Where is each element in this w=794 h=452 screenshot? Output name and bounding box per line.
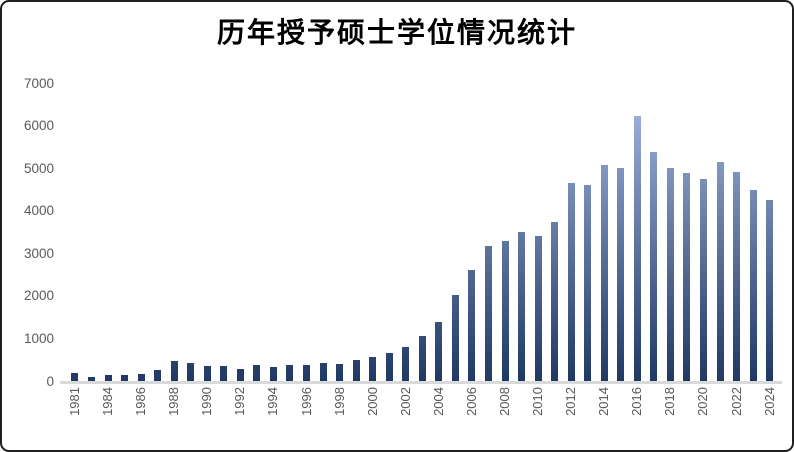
bar-1996 [303,365,311,382]
bar-2002 [402,347,410,382]
x-axis-tick-label: 1994 [265,386,281,416]
x-axis-tick-label: 2010 [530,386,546,416]
bar-2011 [551,222,559,382]
bar-1985 [121,375,129,382]
x-axis-tick-label: 1984 [100,386,116,416]
bar-2014 [600,164,608,382]
bar-2010 [534,235,542,382]
x-axis-tick-label: 1981 [66,386,82,416]
x-axis-tick-label: 2008 [497,386,512,416]
x-axis-tick-label: 2016 [629,386,645,416]
bar-2005 [451,295,459,382]
bar-1999 [352,360,360,382]
x-axis-tick-label: 2002 [397,386,413,416]
bar-2019 [683,173,691,382]
x-axis-tick-label: 1990 [199,386,215,416]
bar-2007 [484,245,492,382]
bar-1994 [269,367,277,382]
bar-2000 [369,356,377,382]
bar-2012 [567,183,575,382]
bar-1991 [220,366,228,382]
x-axis-tick-label: 2024 [761,386,777,416]
x-axis-tick-label: 1992 [232,386,248,416]
y-axis-tick-label: 5000 [23,160,54,176]
bar-2023 [749,190,757,382]
bar-2003 [418,335,426,382]
bar-2018 [666,168,674,382]
bar-1993 [253,365,261,382]
x-axis-tick-label: 1988 [166,386,182,416]
x-axis-tick-label: 2012 [563,386,579,416]
bar-2009 [518,232,526,382]
y-axis-tick-label: 0 [46,373,54,389]
x-axis-tick-label: 2018 [662,386,678,416]
bar-1981 [71,372,79,382]
bar-2001 [385,352,393,382]
bar-2017 [650,151,658,382]
chart-title: 历年授予硕士学位情况统计 [216,18,577,49]
bar-1997 [319,362,327,382]
x-axis-tick-label: 2022 [728,386,744,416]
x-axis-line [60,380,782,384]
bar-1984 [104,375,112,382]
y-axis-tick-label: 2000 [23,288,54,304]
x-axis-tick-label: 1986 [133,386,149,416]
bar-1986 [137,374,145,382]
x-axis-tick-label: 2004 [430,386,446,416]
y-axis-tick-label: 1000 [23,330,54,346]
bar-2016 [633,115,641,382]
bar-2021 [716,161,724,382]
bar-1995 [286,365,294,382]
y-axis-tick-label: 3000 [23,245,54,261]
bar-1987 [154,370,162,382]
y-axis-tick-label: 4000 [23,203,54,219]
x-axis-tick-label: 2020 [695,386,711,416]
y-axis-tick-label: 7000 [23,75,54,91]
bar-2020 [699,179,707,382]
bar-2024 [766,200,774,382]
bar-1990 [203,365,211,382]
bar-1989 [187,362,195,382]
bar-1982 [88,376,95,382]
bar-2015 [617,168,625,382]
bar-2004 [435,321,443,382]
bar-2008 [501,241,509,382]
bar-1992 [236,369,244,382]
x-axis-tick-label: 1996 [298,386,314,416]
x-axis-tick-label: 2014 [596,386,612,416]
x-axis-tick-label: 2000 [364,386,380,416]
y-axis-tick-label: 6000 [23,118,54,134]
x-axis-tick-label: 1998 [331,386,347,416]
bar-2022 [733,172,741,382]
bar-2006 [468,269,476,382]
bar-2013 [584,184,592,382]
x-axis-tick-label: 2006 [463,386,479,416]
bar-1988 [170,361,178,382]
bar-1998 [336,363,344,382]
